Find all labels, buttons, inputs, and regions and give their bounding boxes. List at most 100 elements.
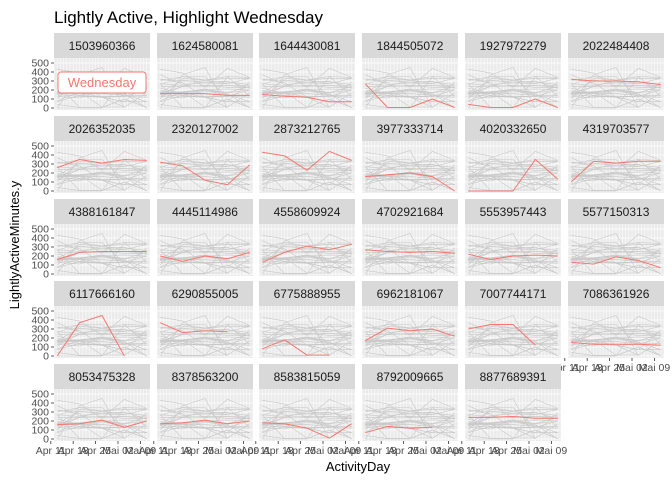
facet-strip-label: 8378563200 xyxy=(172,370,239,384)
background-series-line xyxy=(57,339,125,356)
background-series-line xyxy=(57,405,125,416)
background-series-line xyxy=(262,342,352,346)
background-series-line xyxy=(160,68,250,88)
facet-strip-label: 8583815059 xyxy=(274,370,341,384)
highlight-series-line xyxy=(262,422,353,439)
background-series-line xyxy=(468,177,558,181)
highlight-series-line xyxy=(365,172,456,192)
facet-strip-label: 8877689391 xyxy=(480,370,547,384)
background-series-line xyxy=(468,342,558,346)
background-series-line xyxy=(468,410,558,424)
facet-strip-label: 2022484408 xyxy=(583,39,650,53)
background-series-line xyxy=(160,79,250,93)
facet-panel-4445114986: 4445114986 xyxy=(156,199,254,276)
highlight-series-line xyxy=(160,251,250,262)
background-series-line xyxy=(365,261,433,268)
background-series-line xyxy=(262,242,330,264)
facet-panel-4319703577: 4319703577 xyxy=(567,116,665,193)
highlight-series-line xyxy=(571,78,661,86)
background-series-line xyxy=(571,94,661,98)
background-series-line xyxy=(262,245,352,259)
background-series-line xyxy=(262,168,352,171)
facet-strip-label: 4702921684 xyxy=(377,205,444,219)
background-series-line xyxy=(468,178,536,185)
y-tick-label: 100 xyxy=(31,425,49,437)
background-series-line xyxy=(571,151,661,171)
y-tick-label: 400 xyxy=(31,233,49,245)
y-tick-label: 200 xyxy=(31,251,49,263)
facet-panel-5577150313: 5577150313 xyxy=(567,199,665,276)
background-series-line xyxy=(571,85,661,88)
background-series-line xyxy=(262,83,352,88)
facet-strip xyxy=(465,281,561,306)
background-series-line xyxy=(571,178,639,185)
background-series-line xyxy=(262,249,352,254)
facet-strip-label: 1844505072 xyxy=(377,39,444,53)
x-tick-label: Apr 11 xyxy=(36,445,66,457)
background-series-line xyxy=(365,333,455,336)
background-series-line xyxy=(262,78,352,97)
background-series-line xyxy=(261,315,330,357)
background-series-line xyxy=(365,339,433,356)
y-tick-label: 500 xyxy=(31,224,49,236)
x-tick-label: Apr 18 xyxy=(161,445,192,457)
background-series-line xyxy=(365,83,455,88)
y-tick-label: 0 xyxy=(43,186,49,198)
x-tick-label: Apr 18 xyxy=(366,445,397,457)
facet-strip-label: 6290855005 xyxy=(172,287,239,301)
background-series-line xyxy=(365,260,455,264)
x-tick-label: Apr 11 xyxy=(447,445,477,457)
background-series-line xyxy=(571,162,661,176)
y-tick-label: 400 xyxy=(31,67,49,79)
background-series-line xyxy=(365,422,433,439)
background-series-line xyxy=(57,94,147,98)
background-series-line xyxy=(57,261,125,268)
highlight-series-line xyxy=(57,419,147,428)
background-series-line xyxy=(57,416,147,419)
background-series-line xyxy=(365,85,455,88)
background-series-line xyxy=(160,174,228,191)
facet-panel-4020332650: 4020332650 xyxy=(464,116,562,193)
y-tick-label: 200 xyxy=(31,168,49,180)
facet-strip-label: 2320127002 xyxy=(172,122,239,136)
facet-strip xyxy=(54,116,150,141)
facet-panel-4558609924: 4558609924 xyxy=(258,199,356,276)
facet-strip-label: 6775888955 xyxy=(274,287,341,301)
background-series-line xyxy=(160,161,250,180)
background-series-line xyxy=(57,242,125,264)
facet-strip xyxy=(259,281,355,306)
background-series-line xyxy=(468,91,536,108)
background-series-line xyxy=(57,257,125,274)
background-series-line xyxy=(467,67,536,109)
background-series-line xyxy=(468,68,558,88)
facet-strip xyxy=(568,281,664,306)
x-tick-label: Mai 09 xyxy=(536,445,568,457)
y-tick-label: 0 xyxy=(43,103,49,115)
background-series-line xyxy=(571,324,639,346)
background-series-line xyxy=(160,78,250,97)
background-series-line xyxy=(262,405,330,416)
background-series-line xyxy=(160,342,250,346)
background-series-line xyxy=(160,399,250,419)
background-series-line xyxy=(57,244,147,263)
background-series-line xyxy=(160,405,228,416)
background-series-line xyxy=(160,157,228,168)
background-series-line xyxy=(262,410,352,424)
background-series-line xyxy=(365,177,455,181)
background-series-line xyxy=(262,161,352,180)
facet-strip xyxy=(568,116,664,141)
y-tick-label: 500 xyxy=(31,58,49,70)
highlight-series-line xyxy=(160,161,251,186)
background-series-line xyxy=(365,245,455,259)
background-series-line xyxy=(365,316,455,336)
facet-strip-label: 4020332650 xyxy=(480,122,547,136)
background-series-line xyxy=(365,161,455,180)
background-series-line xyxy=(57,422,125,439)
background-series-line xyxy=(468,414,558,419)
background-series-line xyxy=(57,426,125,433)
highlight-series-line xyxy=(262,150,352,171)
background-series-line xyxy=(468,78,558,97)
